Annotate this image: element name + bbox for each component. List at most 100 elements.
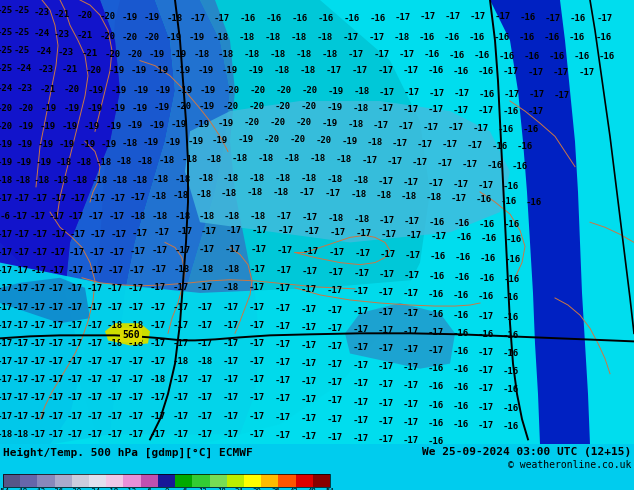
Text: -19: -19 xyxy=(199,101,215,111)
Text: -17: -17 xyxy=(87,357,103,366)
Text: -18: -18 xyxy=(275,174,291,183)
Text: -17: -17 xyxy=(403,309,419,318)
Text: -18: -18 xyxy=(197,357,213,366)
Text: -17: -17 xyxy=(87,302,103,312)
Text: -16: -16 xyxy=(318,14,334,23)
Text: -17: -17 xyxy=(249,430,265,439)
Text: -19: -19 xyxy=(175,66,191,75)
Text: -17: -17 xyxy=(30,412,46,420)
Text: -19: -19 xyxy=(189,33,205,42)
Text: -17: -17 xyxy=(173,302,189,312)
Text: -19: -19 xyxy=(64,103,80,113)
Text: -18: -18 xyxy=(353,176,369,185)
Text: -17: -17 xyxy=(109,248,125,257)
Text: 18: 18 xyxy=(217,488,225,490)
Text: -17: -17 xyxy=(327,396,343,406)
Text: -18: -18 xyxy=(96,158,112,167)
Text: -17: -17 xyxy=(275,394,291,403)
Text: -17: -17 xyxy=(30,212,46,220)
Text: -18: -18 xyxy=(328,214,344,222)
Text: -18: -18 xyxy=(426,194,442,202)
Text: -19: -19 xyxy=(41,103,57,113)
Text: -17: -17 xyxy=(107,412,123,420)
Text: -16: -16 xyxy=(503,404,519,413)
Text: -16: -16 xyxy=(503,331,519,340)
Text: -25: -25 xyxy=(14,28,30,37)
Text: -25: -25 xyxy=(0,64,13,73)
Bar xyxy=(3,474,20,487)
Text: -17: -17 xyxy=(353,416,369,425)
Text: -17: -17 xyxy=(109,212,125,220)
Text: -24: -24 xyxy=(36,47,52,56)
Text: -17: -17 xyxy=(150,302,166,312)
Text: -17: -17 xyxy=(151,265,167,274)
Text: -17: -17 xyxy=(67,430,83,439)
Text: -17: -17 xyxy=(32,248,48,257)
Text: -17: -17 xyxy=(301,377,317,386)
Text: -17: -17 xyxy=(403,178,419,187)
Text: -19: -19 xyxy=(238,135,254,144)
Text: -17: -17 xyxy=(378,308,394,317)
Text: -17: -17 xyxy=(403,363,419,372)
Text: -36: -36 xyxy=(51,488,64,490)
Bar xyxy=(55,474,72,487)
Text: -18: -18 xyxy=(317,33,333,42)
Text: -17: -17 xyxy=(381,230,397,239)
Text: -16: -16 xyxy=(479,220,495,229)
Text: -18: -18 xyxy=(310,154,326,163)
Text: -19: -19 xyxy=(106,122,122,131)
Text: -18: -18 xyxy=(296,50,312,59)
Text: -18: -18 xyxy=(174,265,190,274)
Text: -19: -19 xyxy=(143,138,159,147)
Bar xyxy=(20,474,37,487)
Text: -18: -18 xyxy=(56,158,72,167)
Text: -16: -16 xyxy=(499,52,515,61)
Text: -18: -18 xyxy=(196,191,212,199)
Text: -16: -16 xyxy=(479,274,495,283)
Text: -17: -17 xyxy=(503,67,519,76)
Text: -17: -17 xyxy=(301,323,317,332)
Text: -16: -16 xyxy=(596,33,612,42)
Text: -20: -20 xyxy=(275,101,291,111)
Text: -16: -16 xyxy=(453,347,469,356)
Text: -16: -16 xyxy=(523,125,539,134)
Text: -17: -17 xyxy=(412,158,428,167)
Text: -17: -17 xyxy=(128,357,144,366)
Bar xyxy=(175,474,192,487)
Text: -20: -20 xyxy=(316,136,332,145)
Text: -17: -17 xyxy=(150,393,166,402)
Text: -20: -20 xyxy=(18,103,34,113)
Text: -17: -17 xyxy=(354,269,370,278)
Bar xyxy=(295,474,313,487)
Text: -18: -18 xyxy=(273,189,289,197)
Text: -17: -17 xyxy=(301,414,317,423)
Text: -17: -17 xyxy=(197,283,213,293)
Text: -18: -18 xyxy=(107,321,123,330)
Text: -17: -17 xyxy=(48,393,64,402)
Text: -17: -17 xyxy=(49,266,65,275)
Text: -18: -18 xyxy=(175,175,191,184)
Text: -17: -17 xyxy=(453,106,469,115)
Text: -17: -17 xyxy=(353,288,369,296)
Text: -18: -18 xyxy=(116,157,132,166)
Text: -16: -16 xyxy=(487,161,503,170)
Text: -17: -17 xyxy=(30,302,46,312)
Text: -17: -17 xyxy=(462,160,478,169)
Text: -17: -17 xyxy=(470,12,486,21)
Text: -17: -17 xyxy=(0,393,13,402)
Text: -16: -16 xyxy=(517,142,533,151)
Text: -16: -16 xyxy=(476,196,492,204)
Text: -18: -18 xyxy=(153,175,169,184)
Text: -18: -18 xyxy=(182,155,198,164)
Bar xyxy=(227,474,244,487)
Text: -19: -19 xyxy=(133,86,149,96)
Text: -17: -17 xyxy=(478,384,494,393)
Text: -16: -16 xyxy=(428,419,444,428)
Text: -17: -17 xyxy=(348,50,364,59)
Text: -16: -16 xyxy=(524,52,540,61)
Text: -18: -18 xyxy=(128,321,144,330)
Text: -18: -18 xyxy=(336,155,352,164)
Text: -19: -19 xyxy=(62,122,78,131)
Text: -17: -17 xyxy=(128,302,144,312)
Text: -19: -19 xyxy=(40,122,56,131)
